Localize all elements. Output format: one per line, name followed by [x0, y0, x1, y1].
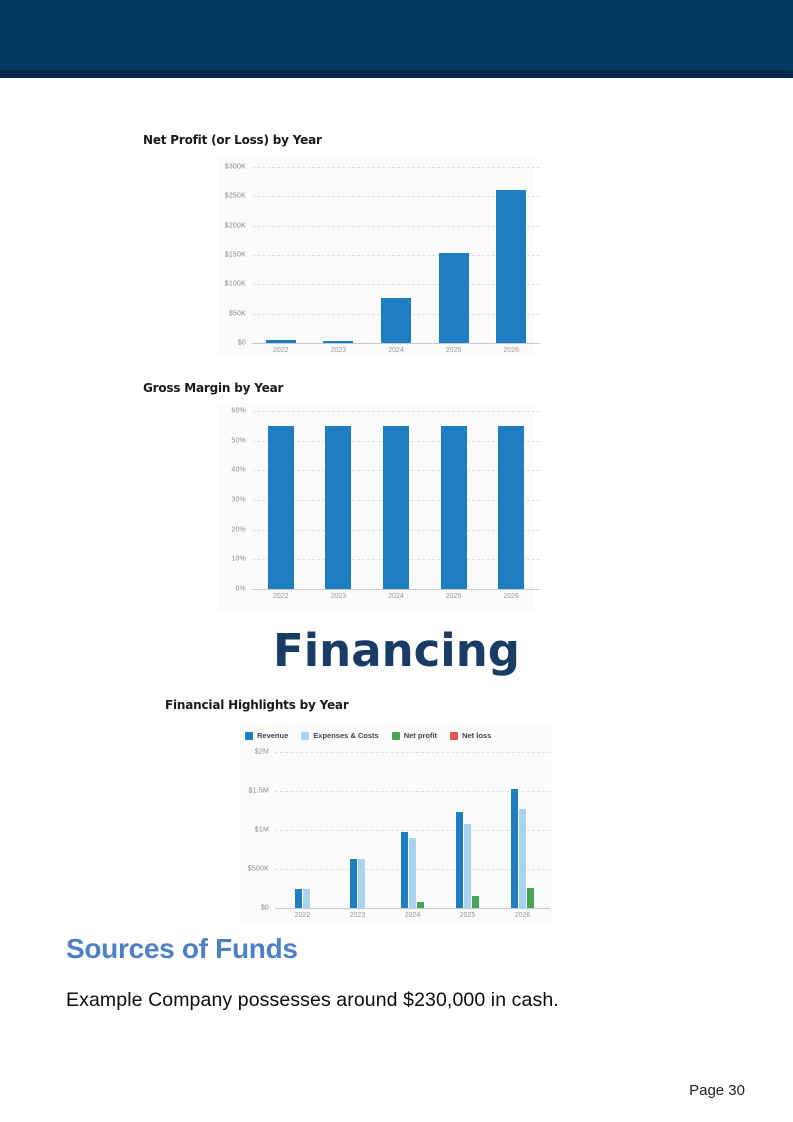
- gross-margin-chart-title: Gross Margin by Year: [143, 381, 284, 395]
- y-axis-tick-label: $1.5M: [248, 787, 269, 795]
- gridline: [252, 196, 540, 198]
- x-axis-tick-label: 2023: [330, 347, 347, 354]
- x-axis-tick-label: 2025: [445, 347, 462, 354]
- gridline: [275, 791, 550, 792]
- x-axis-line: [275, 908, 550, 909]
- net-profit-chart-title: Net Profit (or Loss) by Year: [143, 133, 322, 147]
- y-axis-tick-label: $2M: [254, 748, 269, 756]
- net-profit-chart-plot: $0 $50K $100K $150K $200K $250K $300K 2022 2023 2…: [225, 164, 540, 354]
- sources-of-funds-heading: Sources of Funds: [66, 933, 298, 964]
- x-axis-tick-label: 2022: [273, 593, 289, 600]
- y-axis-tick-label: $250K: [224, 192, 246, 200]
- y-axis-tick-label: 50%: [231, 437, 246, 445]
- y-axis-tick-label: $200K: [224, 222, 246, 230]
- y-axis-tick-label: 60%: [231, 407, 246, 415]
- gross-margin-chart-plot: 0% 10% 20% 30% 40% 50% 60% 2022 2023 2024 2025 2026: [231, 408, 540, 600]
- bar-2025: [438, 252, 469, 343]
- bar-expenses-costs-2024: [409, 837, 416, 908]
- bar-2026: [496, 190, 527, 343]
- x-axis-tick-label: 2025: [445, 593, 462, 600]
- financing-section-heading: Financing: [273, 624, 520, 677]
- x-axis-tick-label: 2024: [388, 593, 404, 600]
- y-axis-tick-label: $100K: [224, 280, 246, 288]
- y-axis-tick-label: $150K: [224, 251, 246, 259]
- legend-swatch: [245, 731, 253, 740]
- page-header-band: [0, 0, 793, 70]
- page-number: Page 30: [689, 1082, 745, 1099]
- bar-expenses-costs-2022: [303, 888, 310, 908]
- bar-2022: [267, 425, 294, 589]
- x-axis-tick-label: 2025: [459, 912, 476, 919]
- gridline: [252, 411, 540, 412]
- legend-label: Revenue: [257, 731, 289, 740]
- y-axis-tick-label: 10%: [231, 555, 246, 563]
- legend-swatch: [391, 731, 400, 740]
- bar-revenue-2023: [350, 859, 357, 908]
- x-axis-tick-label: 2024: [404, 912, 421, 919]
- y-axis-tick-label: $1M: [254, 826, 269, 834]
- financial-highlights-chart-plot: $0 $500K $1M $1.5M $2M 2022 2023 2024 2025 2026: [248, 749, 550, 919]
- y-axis-tick-label: 20%: [231, 526, 246, 534]
- y-axis-tick-label: $50K: [228, 310, 246, 318]
- x-axis-tick-label: 2026: [503, 347, 519, 354]
- sources-of-funds-paragraph: Example Company possesses around $230,00…: [66, 989, 559, 1011]
- gridline: [252, 225, 540, 227]
- gridline: [275, 830, 550, 831]
- x-axis-tick-label: 2026: [514, 912, 531, 919]
- page-header-band-shadow: [0, 70, 793, 78]
- x-axis-tick-label: 2024: [388, 347, 404, 354]
- y-axis-tick-label: $0: [260, 904, 269, 912]
- financial-highlights-chart-title: Financial Highlights by Year: [165, 698, 349, 712]
- bar-2023: [323, 341, 354, 343]
- bar-expenses-costs-2023: [358, 859, 365, 908]
- financial-highlights-chart-background: [240, 726, 552, 922]
- bar-net-profit-2024: [417, 902, 424, 908]
- legend-label: Expenses & Costs: [313, 731, 379, 740]
- bar-2025: [440, 425, 467, 589]
- x-axis-line: [252, 589, 540, 590]
- bar-net-profit-2026: [527, 887, 534, 908]
- bar-2024: [383, 425, 409, 589]
- bar-expenses-costs-2025: [464, 824, 471, 908]
- legend-label: Net loss: [462, 731, 492, 740]
- legend-swatch: [301, 731, 310, 740]
- legend-item: Revenue: [245, 731, 288, 740]
- x-axis-tick-label: 2023: [349, 912, 366, 919]
- bar-2023: [325, 425, 352, 589]
- y-axis-tick-label: $0: [237, 339, 246, 347]
- financial-highlights-legend: Revenue Expenses & Costs Net profit Net los…: [245, 731, 491, 740]
- net-profit-chart-background: [218, 156, 534, 357]
- x-axis-tick-label: 2023: [330, 593, 347, 600]
- gridline: [252, 167, 540, 168]
- bar-2024: [381, 297, 411, 343]
- bar-expenses-costs-2026: [519, 808, 526, 908]
- bar-revenue-2024: [401, 831, 408, 908]
- legend-swatch: [450, 731, 459, 740]
- bar-net-profit-2025: [472, 896, 479, 908]
- y-axis-tick-label: 30%: [231, 496, 246, 504]
- bar-revenue-2022: [295, 888, 302, 908]
- bar-revenue-2025: [456, 812, 463, 908]
- y-axis-tick-label: 0%: [235, 585, 246, 593]
- gridline: [252, 255, 540, 256]
- legend-label: Net profit: [403, 731, 438, 740]
- legend-item: Expenses & Costs: [301, 731, 379, 740]
- bar-2022: [265, 340, 296, 343]
- y-axis-tick-label: 40%: [231, 466, 246, 474]
- y-axis-tick-label: $500K: [247, 865, 269, 873]
- x-axis-tick-label: 2022: [273, 347, 289, 354]
- x-axis-line: [252, 343, 540, 344]
- x-axis-tick-label: 2026: [503, 593, 519, 600]
- x-axis-tick-label: 2022: [294, 912, 311, 919]
- y-axis-tick-label: $300K: [224, 163, 246, 171]
- bar-revenue-2026: [511, 788, 518, 908]
- bar-2026: [498, 425, 525, 589]
- gridline: [275, 752, 550, 753]
- legend-item: Net loss: [450, 731, 491, 740]
- legend-item: Net profit: [391, 731, 438, 740]
- gridline: [252, 284, 540, 286]
